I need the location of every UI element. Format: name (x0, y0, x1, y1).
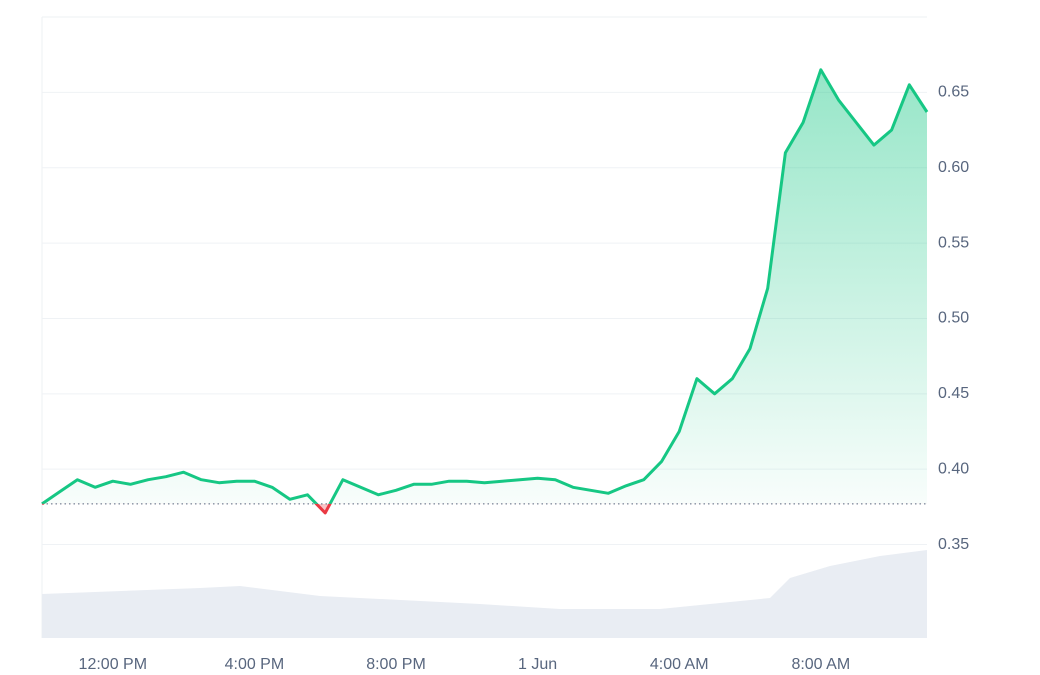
y-tick-label: 0.45 (938, 385, 969, 402)
area-up (42, 69, 927, 504)
x-tick-label: 8:00 AM (791, 656, 850, 673)
plot (41, 68, 929, 515)
volume-area (42, 550, 927, 638)
price-line (41, 68, 929, 504)
x-tick-label: 8:00 PM (366, 656, 426, 673)
y-tick-label: 0.50 (938, 310, 969, 327)
y-tick-label: 0.55 (938, 234, 969, 251)
y-tick-label: 0.35 (938, 536, 969, 553)
y-tick-label: 0.65 (938, 84, 969, 101)
x-tick-label: 12:00 PM (79, 656, 147, 673)
x-tick-label: 1 Jun (518, 656, 557, 673)
axes: 0.35 0.40 0.45 0.50 0.55 0.60 0.65 12:00 PM 4:00… (79, 84, 970, 674)
y-tick-label: 0.60 (938, 159, 969, 176)
x-tick-label: 4:00 PM (225, 656, 285, 673)
x-tick-label: 4:00 AM (650, 656, 709, 673)
grid (42, 91, 927, 546)
y-tick-label: 0.40 (938, 460, 969, 477)
